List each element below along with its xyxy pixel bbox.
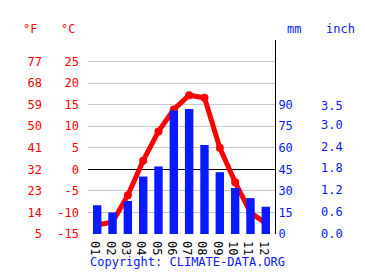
svg-text:90: 90	[278, 98, 292, 112]
svg-text:20: 20	[65, 76, 79, 90]
svg-text:60: 60	[278, 141, 292, 155]
svg-text:0: 0	[278, 227, 285, 241]
svg-text:01: 01	[88, 241, 102, 255]
svg-text:77: 77	[28, 55, 42, 69]
svg-text:12: 12	[257, 241, 271, 255]
svg-text:0: 0	[72, 163, 79, 177]
svg-text:1.2: 1.2	[321, 183, 343, 197]
svg-text:3.5: 3.5	[321, 99, 343, 113]
svg-text:75: 75	[278, 119, 292, 133]
svg-text:30: 30	[278, 184, 292, 198]
svg-text:-5: -5	[65, 184, 79, 198]
svg-text:10: 10	[65, 119, 79, 133]
svg-text:09: 09	[211, 241, 225, 255]
svg-text:0.6: 0.6	[321, 205, 343, 219]
svg-text:11: 11	[241, 241, 255, 255]
svg-text:45: 45	[278, 163, 292, 177]
svg-text:Copyright: CLIMATE-DATA.ORG: Copyright: CLIMATE-DATA.ORG	[90, 255, 285, 269]
svg-text:23: 23	[28, 184, 42, 198]
svg-text:25: 25	[65, 55, 79, 69]
svg-text:5: 5	[35, 227, 42, 241]
svg-text:°F: °F	[23, 22, 37, 36]
svg-text:mm: mm	[287, 22, 301, 36]
svg-text:15: 15	[65, 98, 79, 112]
svg-text:59: 59	[28, 98, 42, 112]
svg-text:05: 05	[150, 241, 164, 255]
svg-text:68: 68	[28, 76, 42, 90]
svg-text:04: 04	[134, 241, 148, 255]
svg-text:02: 02	[104, 241, 118, 255]
svg-text:inch: inch	[326, 22, 355, 36]
svg-text:3.0: 3.0	[321, 118, 343, 132]
svg-text:2.4: 2.4	[321, 140, 343, 154]
svg-text:06: 06	[165, 241, 179, 255]
svg-text:5: 5	[72, 141, 79, 155]
svg-text:-10: -10	[57, 206, 79, 220]
svg-text:14: 14	[28, 206, 42, 220]
svg-text:°C: °C	[61, 22, 75, 36]
svg-text:50: 50	[28, 119, 42, 133]
svg-text:03: 03	[119, 241, 133, 255]
svg-text:10: 10	[226, 241, 240, 255]
svg-text:15: 15	[278, 206, 292, 220]
svg-text:-15: -15	[57, 227, 79, 241]
svg-text:0.0: 0.0	[321, 227, 343, 241]
svg-text:07: 07	[180, 241, 194, 255]
svg-text:1.8: 1.8	[321, 161, 343, 175]
svg-text:08: 08	[195, 241, 209, 255]
svg-text:32: 32	[28, 163, 42, 177]
svg-text:41: 41	[28, 141, 42, 155]
